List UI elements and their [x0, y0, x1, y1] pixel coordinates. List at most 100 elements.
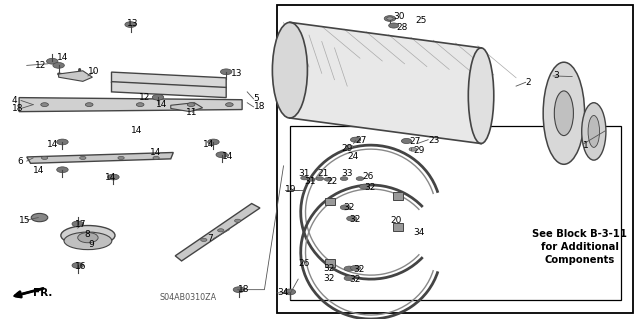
Text: 32: 32: [364, 183, 376, 192]
Text: 13: 13: [127, 19, 139, 28]
Text: 31: 31: [298, 169, 310, 178]
Ellipse shape: [61, 226, 115, 245]
Text: 24: 24: [348, 152, 358, 161]
Text: S04AB0310ZA: S04AB0310ZA: [159, 293, 216, 302]
Circle shape: [225, 103, 233, 107]
Circle shape: [108, 174, 119, 180]
Text: 32: 32: [349, 215, 360, 224]
Text: 6: 6: [18, 157, 24, 166]
Circle shape: [356, 177, 364, 181]
Bar: [393, 192, 403, 200]
Text: See Block B-3-11
for Additional
Components: See Block B-3-11 for Additional Componen…: [532, 229, 627, 265]
Polygon shape: [290, 22, 481, 144]
Circle shape: [72, 263, 83, 268]
Text: FR.: FR.: [33, 288, 52, 298]
Circle shape: [42, 156, 48, 160]
Circle shape: [118, 156, 124, 160]
Text: 14: 14: [150, 148, 161, 157]
Text: 18: 18: [237, 285, 249, 294]
Text: 32: 32: [343, 204, 354, 212]
Circle shape: [85, 103, 93, 107]
Bar: [325, 259, 335, 267]
Polygon shape: [27, 152, 173, 163]
Circle shape: [307, 177, 315, 181]
Text: 14: 14: [47, 140, 58, 149]
Circle shape: [351, 137, 360, 142]
Text: 22: 22: [326, 177, 337, 186]
Circle shape: [57, 167, 68, 173]
Text: 14: 14: [156, 100, 168, 109]
Circle shape: [57, 139, 68, 145]
Text: 14: 14: [33, 166, 45, 175]
Text: 4: 4: [12, 96, 17, 105]
Ellipse shape: [554, 91, 573, 136]
Text: 32: 32: [349, 275, 360, 284]
Circle shape: [136, 103, 144, 107]
Text: 34: 34: [277, 288, 289, 297]
Circle shape: [346, 145, 353, 149]
Ellipse shape: [273, 22, 307, 118]
Text: 2: 2: [525, 78, 531, 87]
Text: 31: 31: [304, 177, 316, 186]
Text: 26: 26: [362, 172, 373, 181]
Text: 34: 34: [413, 228, 424, 237]
Bar: [290, 126, 621, 300]
Circle shape: [188, 103, 195, 107]
Polygon shape: [59, 71, 92, 81]
Text: 13: 13: [231, 69, 243, 78]
Circle shape: [384, 16, 396, 21]
Circle shape: [31, 213, 48, 222]
Ellipse shape: [543, 62, 584, 164]
Text: 11: 11: [186, 108, 198, 117]
Circle shape: [351, 265, 360, 271]
Polygon shape: [19, 98, 242, 112]
Circle shape: [344, 266, 355, 271]
Circle shape: [218, 229, 224, 232]
Text: 17: 17: [75, 220, 86, 229]
Circle shape: [388, 23, 399, 28]
Text: 14: 14: [105, 173, 116, 182]
Text: 14: 14: [221, 152, 233, 161]
Ellipse shape: [468, 48, 494, 144]
Text: 26: 26: [298, 259, 310, 268]
Text: 14: 14: [58, 53, 68, 62]
Bar: [325, 198, 335, 205]
Circle shape: [401, 138, 412, 144]
Text: 7: 7: [207, 234, 213, 243]
Circle shape: [72, 221, 83, 227]
Circle shape: [324, 177, 332, 181]
Text: 12: 12: [35, 61, 47, 70]
Circle shape: [77, 233, 98, 243]
Circle shape: [220, 69, 232, 75]
Circle shape: [344, 276, 355, 281]
Text: 25: 25: [415, 16, 427, 25]
Text: 29: 29: [413, 146, 424, 155]
Polygon shape: [111, 72, 226, 88]
Circle shape: [347, 216, 356, 221]
Circle shape: [316, 177, 324, 181]
Circle shape: [340, 177, 348, 181]
Circle shape: [208, 139, 219, 145]
Text: 8: 8: [84, 230, 90, 239]
Circle shape: [47, 58, 58, 64]
Circle shape: [234, 219, 241, 222]
Text: 33: 33: [341, 169, 353, 178]
Text: 16: 16: [75, 262, 86, 271]
Text: 27: 27: [409, 137, 420, 146]
Circle shape: [53, 63, 65, 68]
Text: 23: 23: [428, 137, 440, 145]
Text: 20: 20: [390, 216, 401, 225]
Circle shape: [409, 147, 417, 151]
Text: 30: 30: [394, 12, 405, 21]
Text: 27: 27: [356, 137, 367, 145]
Text: 29: 29: [341, 144, 352, 153]
Polygon shape: [111, 82, 226, 98]
Text: 32: 32: [324, 264, 335, 273]
Circle shape: [233, 287, 244, 293]
Text: 15: 15: [19, 216, 31, 225]
Text: 28: 28: [396, 23, 408, 32]
Circle shape: [125, 22, 136, 27]
Text: 21: 21: [317, 169, 329, 178]
Circle shape: [79, 156, 86, 160]
Circle shape: [200, 238, 207, 241]
